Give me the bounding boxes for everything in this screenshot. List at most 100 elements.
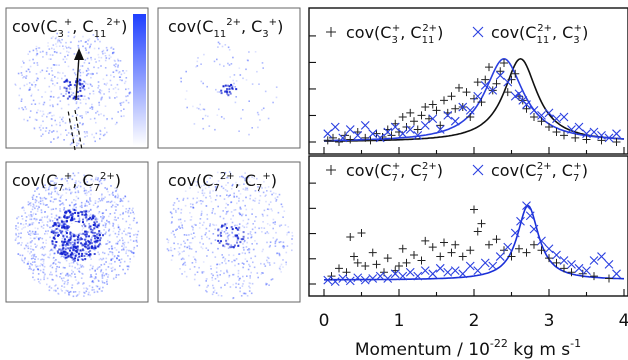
data-point <box>612 138 621 146</box>
map-pixel <box>45 53 48 56</box>
map-pixel <box>266 241 268 244</box>
map-pixel <box>105 231 107 234</box>
map-pixel <box>120 115 123 118</box>
map-pixel <box>60 216 63 219</box>
map-pixel <box>64 256 67 259</box>
map-pixel <box>239 206 242 209</box>
map-pixel <box>129 223 131 226</box>
map-pixel <box>61 253 64 255</box>
map-pixel <box>85 233 88 236</box>
map-pixel <box>267 117 270 120</box>
map-pixel <box>63 226 66 229</box>
map-pixel <box>73 204 75 206</box>
map-pixel <box>247 268 250 271</box>
map-pixel <box>62 184 64 187</box>
map-pixel <box>111 251 113 253</box>
map-pixel <box>218 108 220 111</box>
map-pixel <box>51 220 54 222</box>
map-pixel <box>276 238 278 241</box>
map-pixel <box>31 84 34 86</box>
map-pixel <box>126 249 128 251</box>
map-pixel <box>112 269 114 272</box>
map-pixel <box>86 43 89 45</box>
map-pixel <box>33 237 35 240</box>
map-pixel <box>185 70 187 73</box>
map-pixel <box>191 225 193 228</box>
map-pixel <box>79 264 82 266</box>
map-pixel <box>275 192 277 195</box>
map-pixel <box>248 181 251 183</box>
map-pixel <box>128 92 131 95</box>
map-pixel <box>59 208 61 210</box>
map-pixel <box>62 250 65 253</box>
map-pixel <box>262 215 264 217</box>
map-pixel <box>39 129 42 131</box>
map-pixel <box>117 274 120 276</box>
map-pixel <box>48 218 51 221</box>
map-pixel <box>40 211 43 214</box>
map-pixel <box>267 232 270 235</box>
map-pixel <box>136 233 139 236</box>
map-pixel <box>214 289 216 292</box>
map-pixel <box>21 228 23 230</box>
map-pixel <box>206 255 208 257</box>
map-pixel <box>178 254 180 256</box>
map-pixel <box>220 185 223 188</box>
map-pixel <box>52 44 55 46</box>
map-pixel <box>82 266 85 268</box>
map-pixel <box>217 184 220 186</box>
map-pixel <box>96 239 99 242</box>
map-pixel <box>225 229 227 231</box>
map-pixel <box>186 246 188 249</box>
map-pixel <box>87 67 89 70</box>
map-pixel <box>67 225 70 228</box>
map-pixel <box>33 279 36 281</box>
map-pixel <box>52 64 55 66</box>
map-pixel <box>38 238 40 241</box>
map-pixel <box>52 35 54 38</box>
map-pixel <box>105 243 107 245</box>
map-pixel <box>279 225 281 228</box>
map-pixel <box>101 197 103 200</box>
map-pixel <box>40 225 43 228</box>
map-pixel <box>246 295 249 297</box>
map-pixel <box>95 245 97 248</box>
map-pixel <box>106 118 108 120</box>
map-pixel <box>69 249 71 252</box>
map-pixel <box>110 267 113 270</box>
map-pixel <box>92 106 94 109</box>
map-pixel <box>73 134 75 137</box>
map-pixel <box>46 232 49 235</box>
map-pixel <box>192 256 195 258</box>
map-pixel <box>181 273 183 275</box>
map-pixel <box>61 240 63 243</box>
map-pixel <box>72 207 74 210</box>
map-pixel <box>61 222 63 225</box>
map-pixel <box>35 73 38 75</box>
map-pixel <box>117 193 119 196</box>
map-pixel <box>113 59 116 62</box>
data-point <box>345 125 355 134</box>
plot-frame-top <box>308 7 628 155</box>
map-pixel <box>64 211 66 214</box>
map-pixel <box>65 187 67 190</box>
map-pixel <box>51 226 53 228</box>
map-pixel <box>67 103 70 106</box>
map-pixel <box>179 268 181 270</box>
map-pixel <box>77 257 79 259</box>
map-pixel <box>260 273 263 275</box>
map-pixel <box>172 204 175 206</box>
covariance-map-bottom-right <box>166 171 294 300</box>
map-pixel <box>222 210 224 212</box>
map-pixel <box>37 268 39 271</box>
map-pixel <box>77 106 80 109</box>
map-pixel <box>62 222 64 225</box>
map-pixel <box>224 172 227 174</box>
map-pixel <box>226 282 229 284</box>
map-pixel <box>47 189 49 191</box>
map-pixel <box>83 295 85 297</box>
map-pixel <box>60 178 63 181</box>
map-pixel <box>205 205 208 207</box>
map-pixel <box>201 247 204 250</box>
map-pixel <box>137 230 140 233</box>
